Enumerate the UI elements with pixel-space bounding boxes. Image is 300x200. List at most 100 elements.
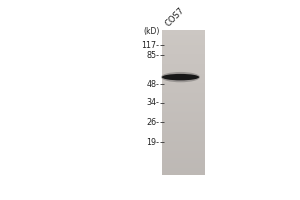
Bar (162, 141, 205, 143)
Bar (162, 69, 205, 70)
Bar (162, 158, 205, 160)
Bar (162, 139, 205, 140)
Bar (162, 111, 205, 113)
Bar (162, 162, 205, 163)
Bar (162, 52, 205, 54)
Bar (162, 119, 205, 121)
Bar (162, 92, 205, 93)
Bar (162, 72, 205, 74)
Bar (162, 54, 205, 56)
Bar (162, 173, 205, 174)
Bar (162, 100, 205, 102)
Text: 117-: 117- (142, 41, 160, 50)
Bar (162, 36, 205, 38)
Bar (162, 64, 205, 66)
Bar (162, 74, 205, 75)
Bar (162, 116, 205, 117)
Bar (162, 86, 205, 87)
Bar (162, 46, 205, 48)
Bar (162, 59, 205, 61)
Ellipse shape (162, 74, 199, 80)
Bar (162, 171, 205, 173)
Bar (162, 140, 205, 142)
Bar (162, 78, 205, 80)
Bar (162, 168, 205, 169)
Bar (162, 45, 205, 46)
Text: 34-: 34- (147, 98, 160, 107)
Bar (162, 109, 205, 110)
Bar (162, 48, 205, 50)
Bar (162, 37, 205, 39)
Text: 48-: 48- (147, 80, 160, 89)
Bar (162, 134, 205, 136)
Bar (162, 55, 205, 57)
Bar (162, 87, 205, 89)
Bar (162, 150, 205, 151)
Bar (162, 81, 205, 82)
Bar (162, 151, 205, 152)
Bar (162, 121, 205, 122)
Bar (162, 123, 205, 125)
Bar (162, 118, 205, 120)
Bar (162, 99, 205, 101)
Bar (162, 163, 205, 165)
Bar (162, 98, 205, 99)
Bar (162, 142, 205, 144)
Bar (162, 94, 205, 96)
Bar (162, 130, 205, 132)
Bar (162, 124, 205, 126)
Bar (162, 80, 205, 81)
Bar (162, 131, 205, 133)
Bar (162, 34, 205, 35)
Bar (162, 71, 205, 73)
Text: COS7: COS7 (164, 6, 186, 29)
Bar (162, 33, 205, 34)
Bar (162, 77, 205, 79)
Bar (162, 159, 205, 161)
Bar (162, 63, 205, 64)
Bar (162, 128, 205, 130)
Bar (162, 62, 205, 63)
Bar (162, 122, 205, 124)
Bar (162, 152, 205, 154)
Bar (162, 30, 205, 32)
Bar (162, 127, 205, 128)
Text: 85-: 85- (147, 51, 160, 60)
Bar (162, 138, 205, 139)
Bar (162, 83, 205, 85)
Bar (162, 40, 205, 41)
Bar (162, 42, 205, 44)
Bar (162, 76, 205, 78)
Bar (162, 153, 205, 155)
Bar (162, 112, 205, 114)
Bar (162, 165, 205, 167)
Bar (162, 57, 205, 58)
Bar (162, 95, 205, 97)
Bar (162, 170, 205, 172)
Bar (162, 49, 205, 51)
Bar (162, 58, 205, 60)
Bar (162, 166, 205, 168)
Bar (162, 144, 205, 145)
Bar (162, 157, 205, 158)
Bar (162, 68, 205, 69)
Bar (162, 75, 205, 76)
Bar (162, 129, 205, 131)
Text: 26-: 26- (147, 118, 160, 127)
Bar (162, 160, 205, 162)
Bar (162, 107, 205, 109)
Bar (162, 110, 205, 111)
Bar (162, 106, 205, 108)
Bar (162, 117, 205, 119)
Bar (162, 88, 205, 90)
Bar (162, 82, 205, 84)
Bar (162, 60, 205, 62)
Bar (162, 97, 205, 98)
Bar (162, 103, 205, 104)
Bar (162, 43, 205, 45)
Bar (162, 66, 205, 68)
Bar (162, 136, 205, 138)
Bar (162, 93, 205, 95)
Text: (kD): (kD) (143, 27, 160, 36)
Bar (162, 169, 205, 171)
